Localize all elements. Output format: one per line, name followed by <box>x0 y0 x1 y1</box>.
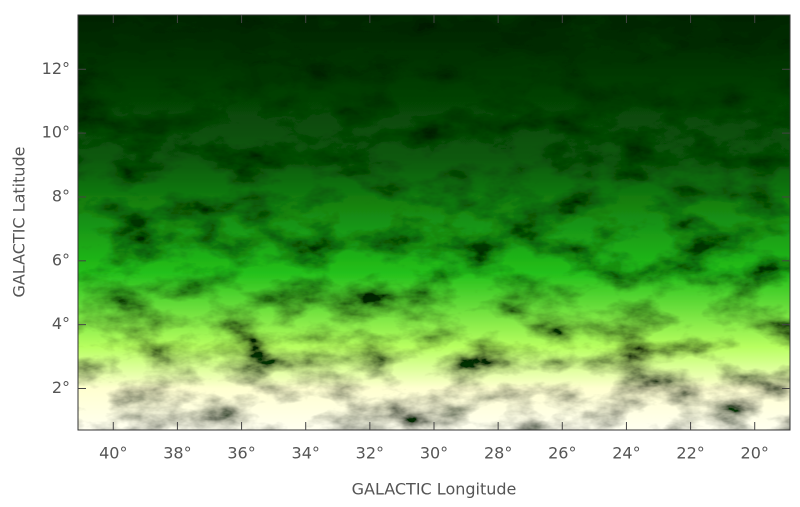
y-tick-label: 6° <box>52 250 70 269</box>
y-axis-label: GALACTIC Latitude <box>10 146 29 297</box>
x-tick-label: 20° <box>741 444 769 463</box>
x-axis-label: GALACTIC Longitude <box>352 480 517 499</box>
x-tick-label: 30° <box>420 444 448 463</box>
x-tick-label: 38° <box>163 444 191 463</box>
y-tick-label: 2° <box>52 378 70 397</box>
x-tick-label: 24° <box>612 444 640 463</box>
x-tick-label: 34° <box>292 444 320 463</box>
emission-map <box>78 15 790 430</box>
x-tick-label: 40° <box>99 444 127 463</box>
y-tick-label: 12° <box>42 59 70 78</box>
x-tick-label: 28° <box>484 444 512 463</box>
x-tick-label: 22° <box>676 444 704 463</box>
y-tick-label: 4° <box>52 314 70 333</box>
y-tick-label: 10° <box>42 123 70 142</box>
y-tick-label: 8° <box>52 186 70 205</box>
sky-image <box>77 14 791 431</box>
x-tick-label: 26° <box>548 444 576 463</box>
x-tick-label: 32° <box>356 444 384 463</box>
x-tick-label: 36° <box>227 444 255 463</box>
